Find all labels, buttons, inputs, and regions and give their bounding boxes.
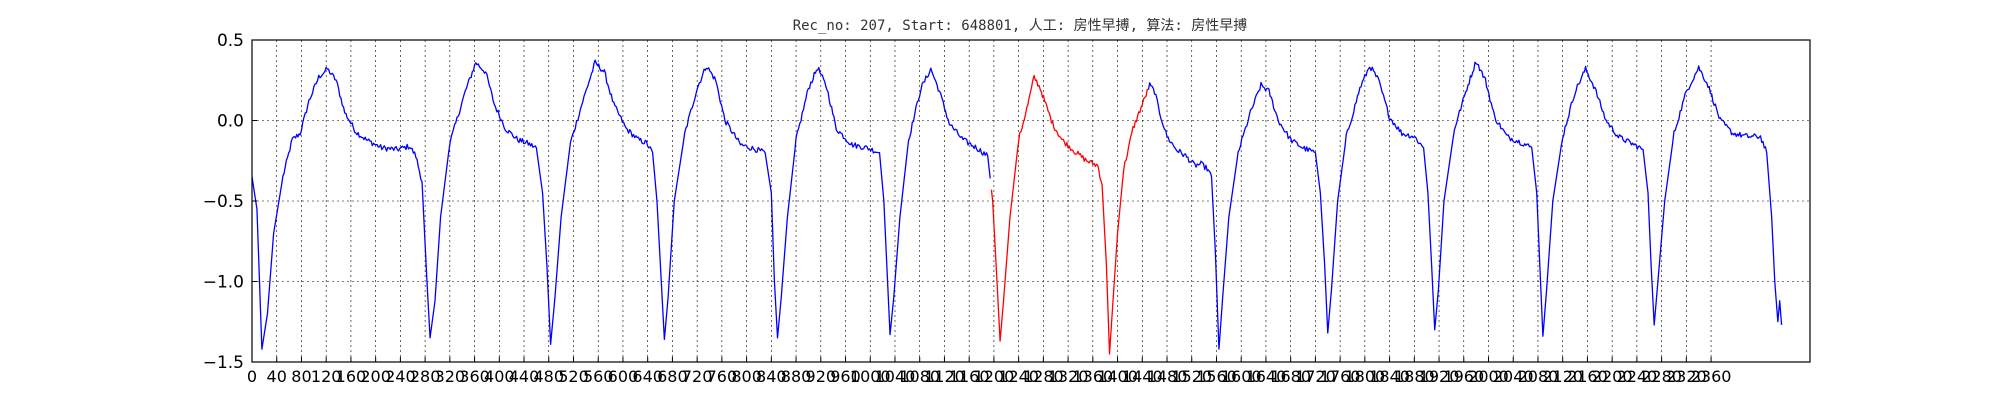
y-axis: 0.5 0.0 −0.5 −1.0 −1.5 [203, 31, 257, 373]
x-tick-label: 2320 [1666, 367, 1707, 386]
x-tick-label: 1360 [1072, 367, 1113, 386]
x-tick-label: 480 [533, 367, 564, 386]
x-tick-label: 2040 [1493, 367, 1534, 386]
x-tick-label: 1120 [924, 367, 965, 386]
series-line-normal-start [251, 59, 991, 350]
x-tick-label: 2200 [1592, 367, 1633, 386]
x-tick-label: 400 [484, 367, 515, 386]
x-tick-label: 1600 [1221, 367, 1262, 386]
x-tick-label: 1280 [1023, 367, 1064, 386]
grid-lines [251, 39, 1810, 363]
x-tick-label: 760 [707, 367, 738, 386]
x-tick-label: 2000 [1468, 367, 1509, 386]
x-tick-label: 1200 [974, 367, 1015, 386]
x-tick-label: 840 [756, 367, 787, 386]
chart-title: Rec_no: 207, Start: 648801, 人工: 房性早搏, 算法… [793, 17, 1248, 34]
x-tick-label: 2280 [1641, 367, 1682, 386]
x-tick-label: 600 [608, 367, 639, 386]
x-tick-label: 1720 [1295, 367, 1336, 386]
x-tick-label: 2120 [1542, 367, 1583, 386]
x-tick-label: 2240 [1617, 367, 1658, 386]
x-tick-label: 640 [632, 367, 663, 386]
x-tick-label: 1040 [875, 367, 916, 386]
x-tick-label: 1520 [1171, 367, 1212, 386]
x-tick-label: 920 [806, 367, 837, 386]
series-line-normal-end [1147, 61, 1783, 350]
x-tick-label: 120 [311, 367, 342, 386]
x-tick-label: 520 [558, 367, 589, 386]
x-tick-label: 1960 [1443, 367, 1484, 386]
x-tick-label: 1240 [998, 367, 1039, 386]
x-tick-label: 1440 [1122, 367, 1163, 386]
x-tick-label: 1920 [1419, 367, 1460, 386]
x-tick-label: 720 [682, 367, 713, 386]
x-tick-label: 1760 [1320, 367, 1361, 386]
x-tick-label: 40 [267, 367, 287, 386]
x-tick-label: 1160 [949, 367, 990, 386]
x-tick-label: 1800 [1344, 367, 1385, 386]
y-tick-label: 0.0 [217, 112, 244, 132]
x-tick-label: 200 [360, 367, 391, 386]
x-tick-label: 2080 [1518, 367, 1559, 386]
x-axis: 0 40 80 12016020024028032036040044048052056… [247, 357, 1732, 386]
x-tick-label: 560 [583, 367, 614, 386]
x-tick-label: 280 [410, 367, 441, 386]
series-line-highlight [990, 74, 1149, 355]
x-tick-label: 1640 [1246, 367, 1287, 386]
x-tick-label: 360 [459, 367, 490, 386]
x-tick-label: 440 [509, 367, 540, 386]
x-tick-label: 1840 [1369, 367, 1410, 386]
x-tick-label: 160 [336, 367, 367, 386]
x-tick-label: 1000 [850, 367, 891, 386]
x-tick-label: 1320 [1048, 367, 1089, 386]
y-tick-label: 0.5 [217, 31, 244, 51]
x-tick-label: 1400 [1097, 367, 1138, 386]
x-tick-label: 1080 [899, 367, 940, 386]
y-tick-label: −0.5 [203, 192, 244, 212]
series-lines [251, 59, 1783, 355]
x-tick-label: 240 [385, 367, 416, 386]
x-tick-label: 1880 [1394, 367, 1435, 386]
y-tick-label: −1.5 [203, 353, 244, 373]
x-tick-label: 800 [731, 367, 762, 386]
x-tick-label: 80 [291, 367, 311, 386]
x-tick-label: 2360 [1691, 367, 1732, 386]
x-tick-label: 2160 [1567, 367, 1608, 386]
x-tick-label: 0 [247, 367, 257, 386]
x-tick-label: 880 [781, 367, 812, 386]
x-tick-label: 1680 [1270, 367, 1311, 386]
x-tick-label: 320 [435, 367, 466, 386]
x-tick-label: 1480 [1147, 367, 1188, 386]
x-tick-label: 1560 [1196, 367, 1237, 386]
x-tick-label: 960 [830, 367, 861, 386]
y-tick-label: −1.0 [203, 273, 244, 293]
x-tick-label: 680 [657, 367, 688, 386]
